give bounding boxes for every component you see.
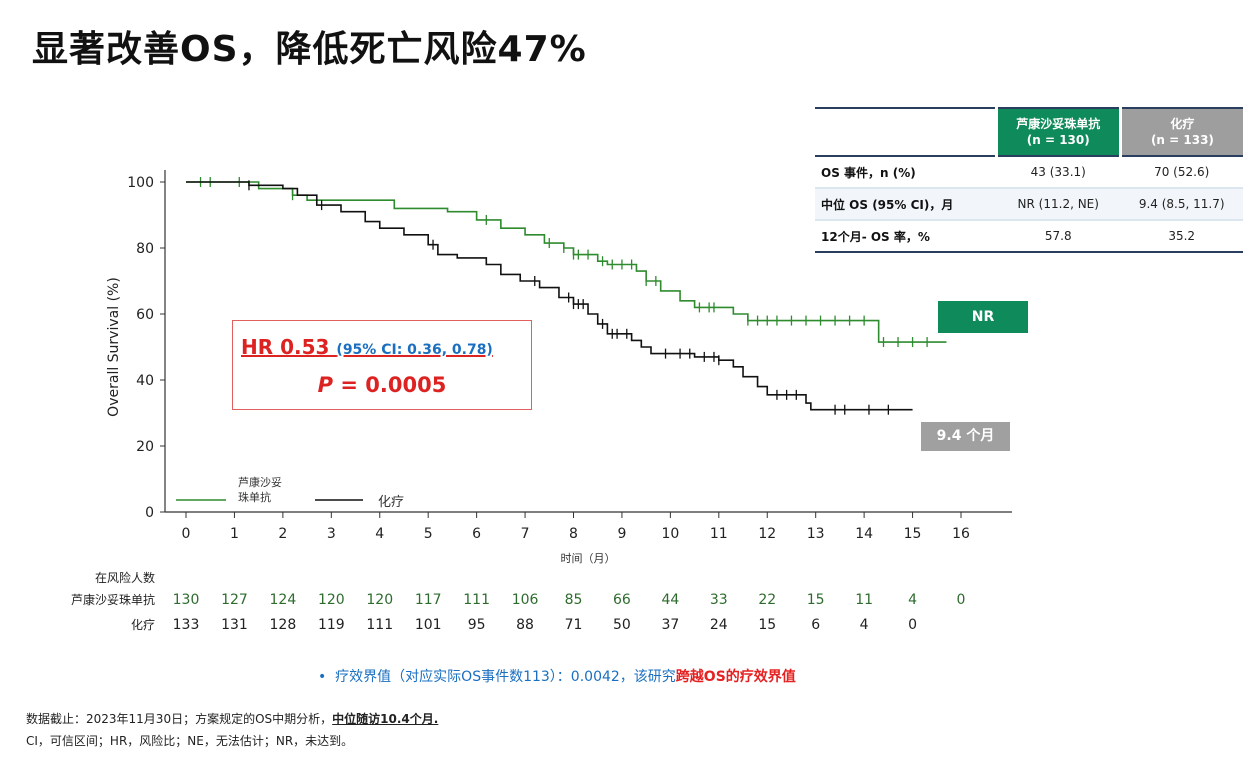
risk-count: 130 [173, 592, 200, 608]
risk-count: 37 [661, 617, 679, 633]
x-tick-label: 0 [182, 526, 191, 542]
efficacy-boundary-note: • 疗效界值（对应实际OS事件数113）：0.0042，该研究跨越OS的疗效界值 [318, 669, 796, 685]
hazard-ratio-box: HR 0.53 (95% CI: 0.36, 0.78) P = 0.0005 [232, 320, 532, 410]
risk-count: 85 [565, 592, 583, 608]
x-tick-label: 6 [472, 526, 481, 542]
risk-count: 33 [710, 592, 728, 608]
risk-count: 0 [957, 592, 966, 608]
risk-count: 4 [860, 617, 869, 633]
x-tick-label: 3 [327, 526, 336, 542]
table-row: 12个月- OS 率，% 57.8 35.2 [815, 220, 1243, 253]
x-tick-label: 9 [617, 526, 626, 542]
y-tick-label: 100 [127, 175, 154, 191]
x-axis-label: 时间（月） [561, 552, 616, 565]
risk-count: 101 [415, 617, 442, 633]
risk-count: 0 [908, 617, 917, 633]
risk-count: 6 [811, 617, 820, 633]
y-tick-label: 60 [136, 307, 154, 323]
y-tick-label: 40 [136, 373, 154, 389]
x-tick-label: 13 [807, 526, 825, 542]
risk-count: 11 [855, 592, 873, 608]
table-header-row: 芦康沙妥珠单抗 (n = 130) 化疗 (n = 133) [815, 107, 1243, 157]
footnote-2: CI，可信区间；HR，风险比；NE，无法估计；NR，未达到。 [26, 734, 354, 748]
risk-count: 106 [512, 592, 539, 608]
risk-count: 127 [221, 592, 248, 608]
risk-table-title: 在风险人数 [95, 570, 155, 585]
x-tick-label: 1 [230, 526, 239, 542]
y-tick-label: 80 [136, 241, 154, 257]
risk-count: 4 [908, 592, 917, 608]
header-drug: 芦康沙妥珠单抗 (n = 130) [994, 107, 1121, 157]
risk-count: 15 [758, 617, 776, 633]
x-tick-label: 11 [710, 526, 728, 542]
risk-count: 128 [270, 617, 297, 633]
risk-count: 88 [516, 617, 534, 633]
footnote-1: 数据截止：2023年11月30日；方案规定的OS中期分析，中位随访10.4个月. [26, 712, 439, 726]
summary-table: 芦康沙妥珠单抗 (n = 130) 化疗 (n = 133) OS 事件，n (%)… [815, 107, 1243, 253]
median-drug-tag: NR [938, 301, 1028, 333]
x-tick-label: 16 [952, 526, 970, 542]
risk-count: 120 [366, 592, 393, 608]
hr-ci: (95% CI: 0.36, 0.78) [336, 342, 493, 358]
x-tick-label: 2 [278, 526, 287, 542]
km-curve-chemo [186, 181, 913, 411]
table-row: OS 事件，n (%) 43 (33.1) 70 (52.6) [815, 156, 1243, 189]
risk-count: 120 [318, 592, 345, 608]
risk-count: 111 [366, 617, 393, 633]
p-value: P = 0.0005 [317, 373, 447, 397]
legend-label-chemo: 化疗 [378, 495, 404, 510]
x-tick-label: 5 [424, 526, 433, 542]
risk-count: 24 [710, 617, 728, 633]
x-tick-label: 7 [521, 526, 530, 542]
risk-count: 44 [661, 592, 679, 608]
y-axis-label: Overall Survival (%) [106, 277, 122, 417]
legend-label-drug: 珠单抗 [238, 490, 271, 504]
x-tick-label: 10 [661, 526, 679, 542]
x-tick-label: 14 [855, 526, 873, 542]
table-row: 中位 OS (95% CI)，月 NR (11.2, NE) 9.4 (8.5, 1… [815, 188, 1243, 221]
x-tick-label: 4 [375, 526, 384, 542]
risk-row-label: 芦康沙妥珠单抗 [71, 592, 155, 607]
header-chemo: 化疗 (n = 133) [1118, 107, 1243, 157]
risk-count: 131 [221, 617, 248, 633]
y-tick-label: 0 [145, 505, 154, 521]
x-tick-label: 8 [569, 526, 578, 542]
y-tick-label: 20 [136, 439, 154, 455]
risk-count: 71 [565, 617, 583, 633]
risk-count: 117 [415, 592, 442, 608]
risk-row-label: 化疗 [131, 618, 155, 632]
x-tick-label: 12 [758, 526, 776, 542]
page-title: 显著改善OS，降低死亡风险47% [32, 29, 587, 70]
risk-count: 50 [613, 617, 631, 633]
risk-count: 111 [463, 592, 490, 608]
risk-count: 124 [270, 592, 297, 608]
median-chemo-tag: 9.4 个月 [921, 422, 1010, 451]
risk-count: 15 [807, 592, 825, 608]
risk-count: 119 [318, 617, 345, 633]
risk-count: 22 [758, 592, 776, 608]
hr-value: HR 0.53 [241, 335, 330, 359]
x-tick-label: 15 [904, 526, 922, 542]
risk-count: 95 [468, 617, 486, 633]
risk-count: 133 [173, 617, 200, 633]
legend-label-drug: 芦康沙妥 [238, 475, 282, 489]
risk-count: 66 [613, 592, 631, 608]
